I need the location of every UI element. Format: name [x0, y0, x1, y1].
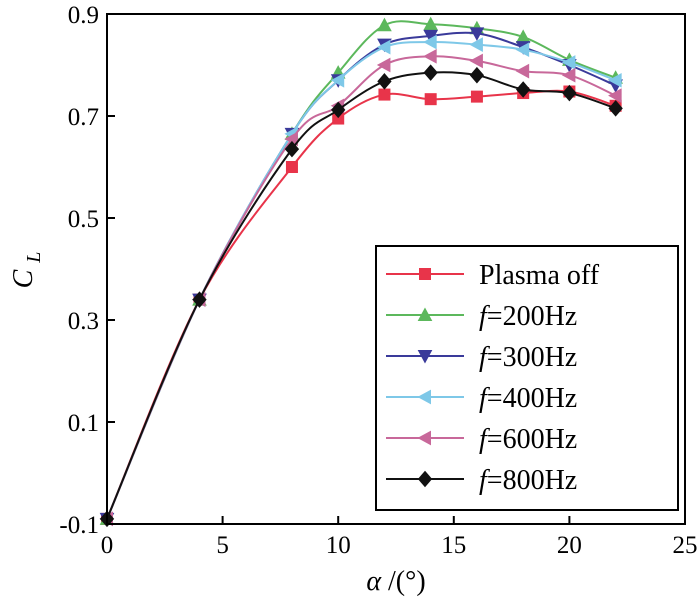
data-point	[330, 72, 345, 88]
legend-label-symbol: f	[479, 383, 490, 414]
data-point	[469, 66, 485, 84]
x-axis-label-symbol: α	[366, 566, 382, 597]
data-point	[377, 73, 392, 90]
y-tick-label: 0.5	[68, 206, 99, 233]
legend-marker	[417, 389, 431, 405]
data-point	[423, 34, 437, 50]
data-point	[192, 291, 207, 308]
x-tick-label: 5	[216, 532, 229, 559]
legend-label-text: =400Hz	[487, 383, 577, 414]
y-tick-label: 0.3	[68, 308, 99, 335]
x-tick-label: 25	[673, 532, 698, 559]
data-point	[284, 140, 300, 158]
y-axis-label-subscript: L	[23, 252, 45, 264]
plot-frame	[106, 13, 686, 525]
legend-label-text: =600Hz	[487, 424, 577, 455]
data-point	[376, 39, 391, 55]
data-point	[423, 48, 437, 64]
y-tick-label: 0.1	[68, 410, 99, 437]
legend: Plasma offf=200Hzf=300Hzf=400Hzf=600Hzf=…	[375, 245, 679, 511]
legend-label: Plasma off	[479, 260, 600, 291]
series-5	[99, 64, 623, 528]
legend-marker	[417, 307, 433, 321]
y-axis-label: C L	[8, 252, 45, 289]
legend-label-symbol: f	[479, 465, 490, 496]
x-axis-label: α /(°)	[366, 566, 425, 597]
data-point	[608, 72, 622, 88]
legend-marker	[417, 470, 433, 488]
y-tick-label: 0.7	[68, 104, 99, 131]
legend-marker	[419, 268, 431, 280]
data-point	[378, 88, 391, 101]
legend-label: f=200Hz	[479, 301, 577, 332]
plot-area	[99, 16, 623, 528]
data-point	[515, 42, 530, 58]
legend-label-text: Plasma off	[479, 260, 600, 291]
data-point	[423, 16, 439, 31]
data-point	[469, 37, 483, 52]
data-point	[608, 88, 622, 103]
legend-label: f=800Hz	[479, 465, 577, 496]
legend-label: f=400Hz	[479, 383, 577, 414]
data-point	[561, 55, 576, 70]
legend-entry: Plasma off	[386, 260, 600, 291]
legend-label: f=600Hz	[479, 424, 577, 455]
data-point	[515, 63, 530, 79]
legend-entry: f=200Hz	[386, 301, 577, 332]
x-tick-label: 10	[326, 532, 351, 559]
x-axis-label-unit: /(°)	[388, 566, 426, 597]
data-point	[377, 17, 392, 32]
legend-entry: f=400Hz	[386, 383, 577, 414]
legend-label-symbol: f	[479, 301, 490, 332]
y-tick-label: -0.1	[59, 512, 99, 539]
legend-marker	[417, 350, 433, 364]
data-point	[470, 90, 483, 103]
data-point	[608, 100, 623, 117]
data-point	[423, 64, 438, 81]
y-tick-label: 0.9	[68, 2, 99, 29]
legend-entry: f=300Hz	[386, 342, 577, 373]
x-tick-label: 0	[101, 532, 114, 559]
data-point	[285, 161, 298, 173]
legend-label-text: =800Hz	[487, 465, 577, 496]
data-point	[331, 101, 346, 119]
data-point	[469, 53, 483, 69]
data-point	[424, 93, 437, 106]
legend-label-symbol: f	[479, 424, 490, 455]
data-point	[376, 57, 391, 73]
legend-label: f=300Hz	[479, 342, 577, 373]
data-point	[515, 81, 531, 98]
legend-entry: f=800Hz	[386, 465, 577, 496]
legend-marker	[417, 430, 431, 446]
x-tick-label: 20	[557, 532, 582, 559]
legend-box	[375, 245, 679, 511]
legend-label-text: =200Hz	[487, 301, 577, 332]
axis-ticks: 0 5 10 15 20 25 -0.1 0.1 0.3 0.5 0.7 0.9	[59, 2, 697, 559]
legend-label-symbol: f	[479, 342, 490, 373]
legend-entry: f=600Hz	[386, 424, 577, 455]
data-point	[562, 84, 577, 102]
x-tick-label: 15	[441, 532, 466, 559]
data-point	[469, 27, 485, 41]
y-axis-label-main: C	[8, 269, 39, 288]
data-point	[561, 67, 576, 83]
legend-label-text: =300Hz	[487, 342, 577, 373]
